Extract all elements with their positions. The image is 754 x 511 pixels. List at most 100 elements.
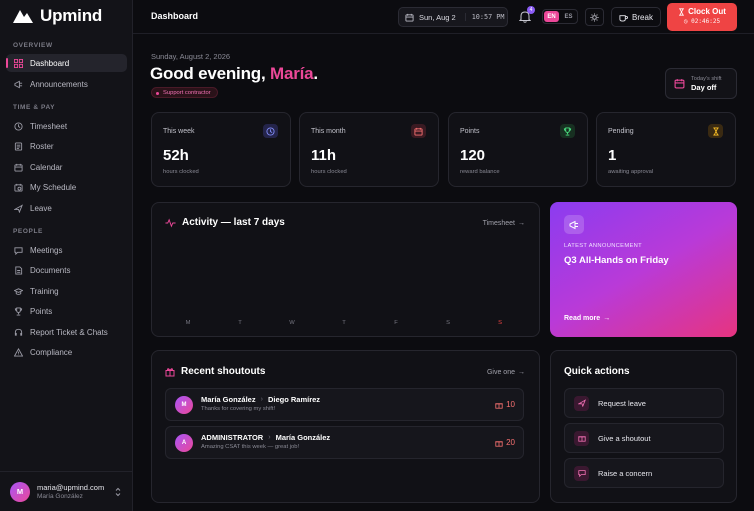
quick-action-label: Give a shoutout (598, 433, 651, 443)
sidebar-item-calendar[interactable]: Calendar (6, 158, 127, 176)
announcement-kicker: LATEST ANNOUNCEMENT (564, 243, 642, 249)
brand[interactable]: Upmind (12, 6, 102, 26)
timer-icon: ◷ (683, 18, 692, 25)
current-date: Sun, Aug 2 (419, 12, 456, 22)
lang-en-button[interactable]: EN (544, 11, 559, 22)
quick-action-request-leave[interactable]: Request leave (564, 388, 724, 418)
user-menu[interactable]: M maria@upmind.com María González (0, 471, 133, 511)
stat-value: 52h (163, 147, 189, 164)
timesheet-link-text: Timesheet (482, 220, 515, 227)
clock-icon (266, 126, 275, 136)
sidebar-item-my-schedule[interactable]: My Schedule (6, 178, 127, 196)
chat-icon (14, 246, 23, 255)
timesheet-link[interactable]: Timesheet → (483, 220, 525, 227)
sidebar-item-dashboard[interactable]: Dashboard (6, 54, 127, 72)
calendar-icon (674, 79, 685, 89)
bell-icon[interactable] (519, 10, 531, 23)
announcement-card[interactable]: LATEST ANNOUNCEMENT Q3 All-Hands on Frid… (550, 202, 737, 337)
read-more-text: Read more (564, 315, 601, 322)
break-label: Break (632, 12, 653, 22)
sidebar-item-points[interactable]: Points (6, 302, 127, 320)
activity-title: Activity — last 7 days (165, 217, 285, 228)
shoutout-item[interactable]: A ADMINISTRATOR › María González Amazing… (165, 426, 524, 459)
sidebar-item-compliance[interactable]: Compliance (6, 343, 127, 361)
trophy-icon (563, 126, 572, 136)
sidebar-item-roster[interactable]: Roster (6, 137, 127, 155)
hourglass-icon (712, 126, 719, 136)
sidebar-item-label: Timesheet (30, 121, 68, 131)
stat-subtitle: awaiting approval (608, 169, 654, 175)
topbar: Dashboard Sun, Aug 2 10:57 PM 4 EN ES Br… (133, 0, 754, 34)
headset-icon (14, 328, 23, 336)
sidebar-item-training[interactable]: Training (6, 282, 127, 300)
dashboard-icon (14, 58, 23, 68)
user-email: maria@upmind.com (37, 483, 105, 492)
break-button[interactable]: Break (611, 7, 661, 27)
date-time-display: Sun, Aug 2 10:57 PM (398, 7, 508, 27)
shoutouts-title-text: Recent shoutouts (181, 366, 266, 377)
sidebar-item-label: Training (30, 286, 59, 296)
main-content: Sunday, August 2, 2026 Good evening, Mar… (133, 34, 754, 511)
role-badge: Support contractor (151, 87, 218, 98)
sun-icon (590, 12, 599, 22)
shoutout-people: María González › Diego Ramírez (201, 395, 320, 404)
clock-icon (14, 121, 23, 131)
stat-icon-wrap (411, 124, 426, 138)
stat-card-this-month[interactable]: This month 11h hours clocked (299, 112, 439, 187)
points-value: 10 (506, 400, 515, 409)
read-more-link[interactable]: Read more → (564, 315, 610, 322)
sidebar: Upmind OVERVIEW Dashboard Announcements … (0, 0, 133, 511)
stat-value: 11h (311, 147, 337, 164)
quick-actions-card: Quick actions Request leave Give a shout… (550, 350, 737, 503)
lang-es-button[interactable]: ES (564, 13, 573, 20)
sidebar-item-leave[interactable]: Leave (6, 199, 127, 217)
sidebar-item-meetings[interactable]: Meetings (6, 241, 127, 259)
day-label: F (394, 320, 398, 326)
activity-card: Activity — last 7 days Timesheet → M T W… (151, 202, 540, 337)
sidebar-item-label: Calendar (30, 162, 63, 172)
shift-value: Day off (691, 82, 717, 92)
stat-icon-wrap (263, 124, 278, 138)
sidebar-item-timesheet[interactable]: Timesheet (6, 117, 127, 135)
day-label: S (446, 320, 450, 326)
day-label-today: S (498, 320, 502, 326)
shoutout-from: María González (201, 395, 256, 404)
trophy-icon (14, 306, 23, 316)
stat-label: Pending (608, 128, 634, 135)
stat-card-pending[interactable]: Pending 1 awaiting approval (596, 112, 736, 187)
stat-card-this-week[interactable]: This week 52h hours clocked (151, 112, 291, 187)
shoutouts-card: Recent shoutouts Give one → M María Gonz… (151, 350, 540, 503)
sidebar-item-announcements[interactable]: Announcements (6, 75, 127, 93)
greeting-punct: . (313, 64, 318, 83)
pulse-icon (165, 218, 176, 227)
arrow-right-icon: → (518, 369, 525, 376)
shoutout-to: Diego Ramírez (267, 395, 321, 404)
sidebar-item-label: Dashboard (30, 58, 70, 68)
sidebar-item-documents[interactable]: Documents (6, 261, 127, 279)
full-date: Sunday, August 2, 2026 (151, 52, 231, 61)
give-shoutout-link[interactable]: Give one → (487, 369, 525, 376)
shoutout-points: 20 (495, 438, 515, 447)
greeting-heading: Good evening, María. (150, 64, 318, 84)
stat-value: 120 (460, 147, 486, 164)
quick-action-give-shoutout[interactable]: Give a shoutout (564, 423, 724, 453)
day-label: W (289, 320, 295, 326)
clock-out-button[interactable]: Clock Out ◷ 02:46:25 (667, 3, 737, 31)
arrow-right-icon: → (518, 220, 525, 227)
todays-shift-card[interactable]: Today's shift Day off (665, 68, 737, 99)
stat-card-points[interactable]: Points 120 reward balance (448, 112, 588, 187)
notification-badge: 4 (527, 6, 535, 14)
sidebar-item-label: Announcements (30, 79, 88, 89)
theme-toggle-button[interactable] (585, 8, 604, 26)
quick-action-raise-concern[interactable]: Raise a concern (564, 458, 724, 488)
shoutouts-title: Recent shoutouts (165, 366, 265, 377)
chevron-updown-icon (115, 487, 121, 497)
shoutout-item[interactable]: M María González › Diego Ramírez Thanks … (165, 388, 524, 421)
give-one-text: Give one (486, 369, 515, 376)
alert-icon (14, 347, 23, 357)
avatar: M (10, 481, 30, 502)
gift-icon (577, 436, 586, 442)
sidebar-item-report-ticket[interactable]: Report Ticket & Chats (6, 323, 127, 341)
stat-subtitle: hours clocked (311, 169, 347, 175)
calendar-icon (414, 127, 423, 136)
